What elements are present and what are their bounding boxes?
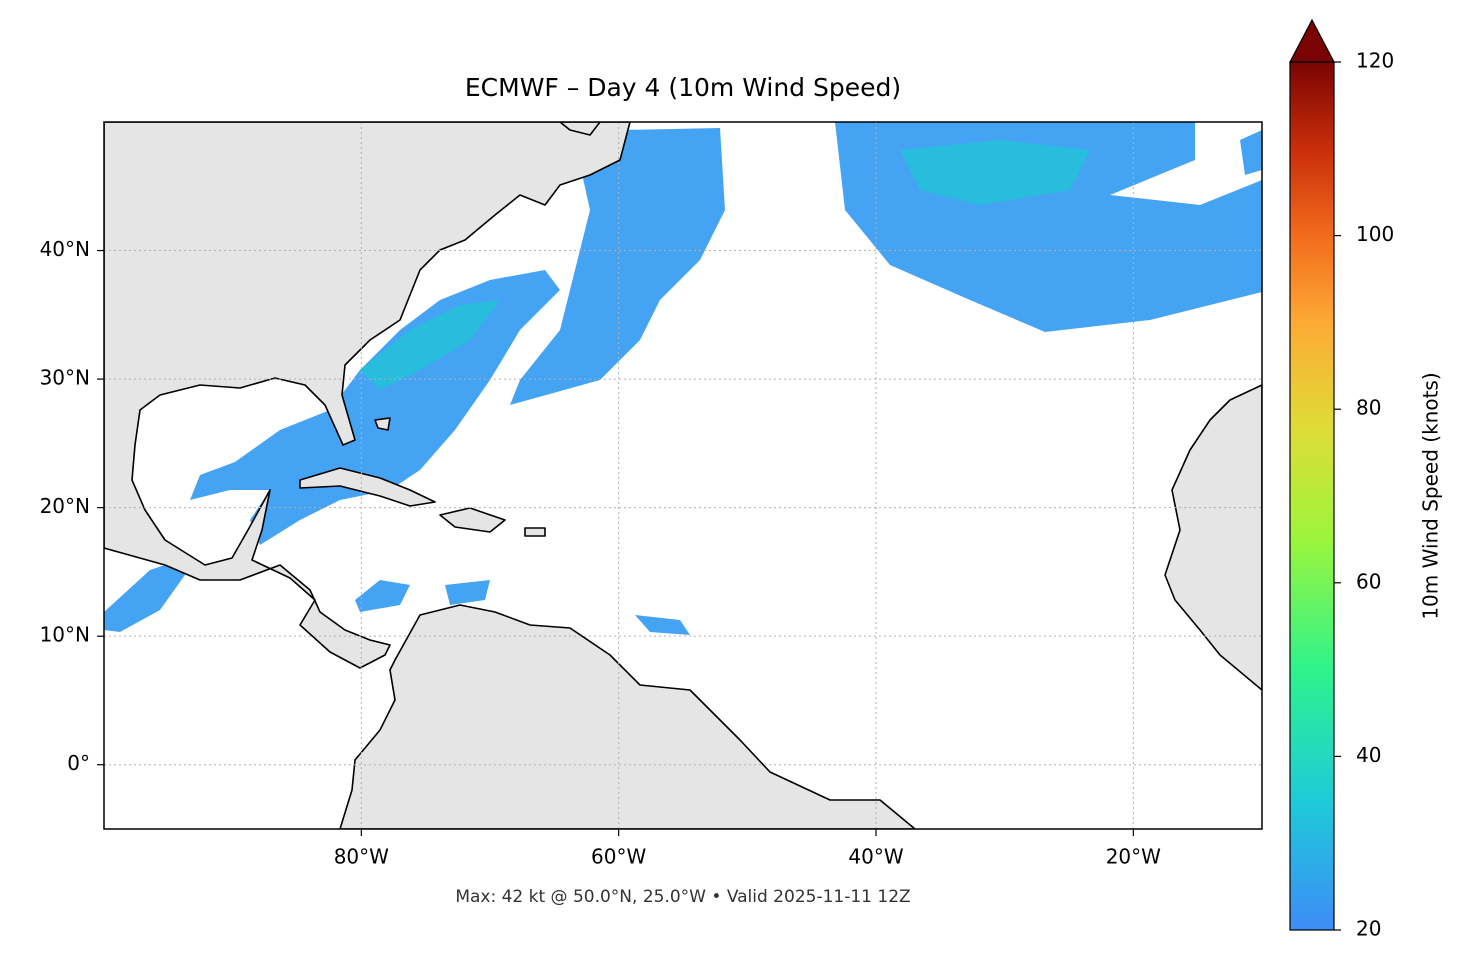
map-frame [103,121,1263,830]
y-tick-label: 0° [67,751,90,775]
y-tick-label: 30°N [40,366,90,390]
colorbar-ticks: 20 40 60 80 100 120 [1334,49,1394,941]
x-tick-label: 60°W [591,845,646,869]
colorbar [1289,61,1335,931]
colorbar-label: 10m Wind Speed (knots) [1419,372,1443,619]
colorbar-tick-label: 100 [1356,222,1394,246]
x-tick-label: 40°W [848,845,903,869]
footer: Max: 42 kt @ 50.0°N, 25.0°W • Valid 2025… [455,887,910,907]
colorbar-tick-label: 60 [1356,569,1381,593]
y-tick-label: 10°N [40,623,90,647]
y-tick-label: 20°N [40,494,90,518]
colorbar-tick-label: 40 [1356,743,1381,767]
y-tick-label: 40°N [40,237,90,261]
map-title: ECMWF – Day 4 (10m Wind Speed) [465,73,901,102]
map [104,122,1262,829]
x-tick-label: 20°W [1106,845,1161,869]
graticule [104,122,1262,829]
x-tick-label: 80°W [334,845,389,869]
wind-field [104,122,1262,635]
colorbar-extend [1289,18,1335,63]
colorbar-tick-label: 20 [1356,917,1381,941]
axes: 80°W 60°W 40°W 20°W 0° 10°N 20°N 30°N 40°N [40,237,1162,868]
colorbar-tick-label: 120 [1356,49,1394,73]
colorbar-tick-label: 80 [1356,396,1381,420]
land [104,122,1262,829]
